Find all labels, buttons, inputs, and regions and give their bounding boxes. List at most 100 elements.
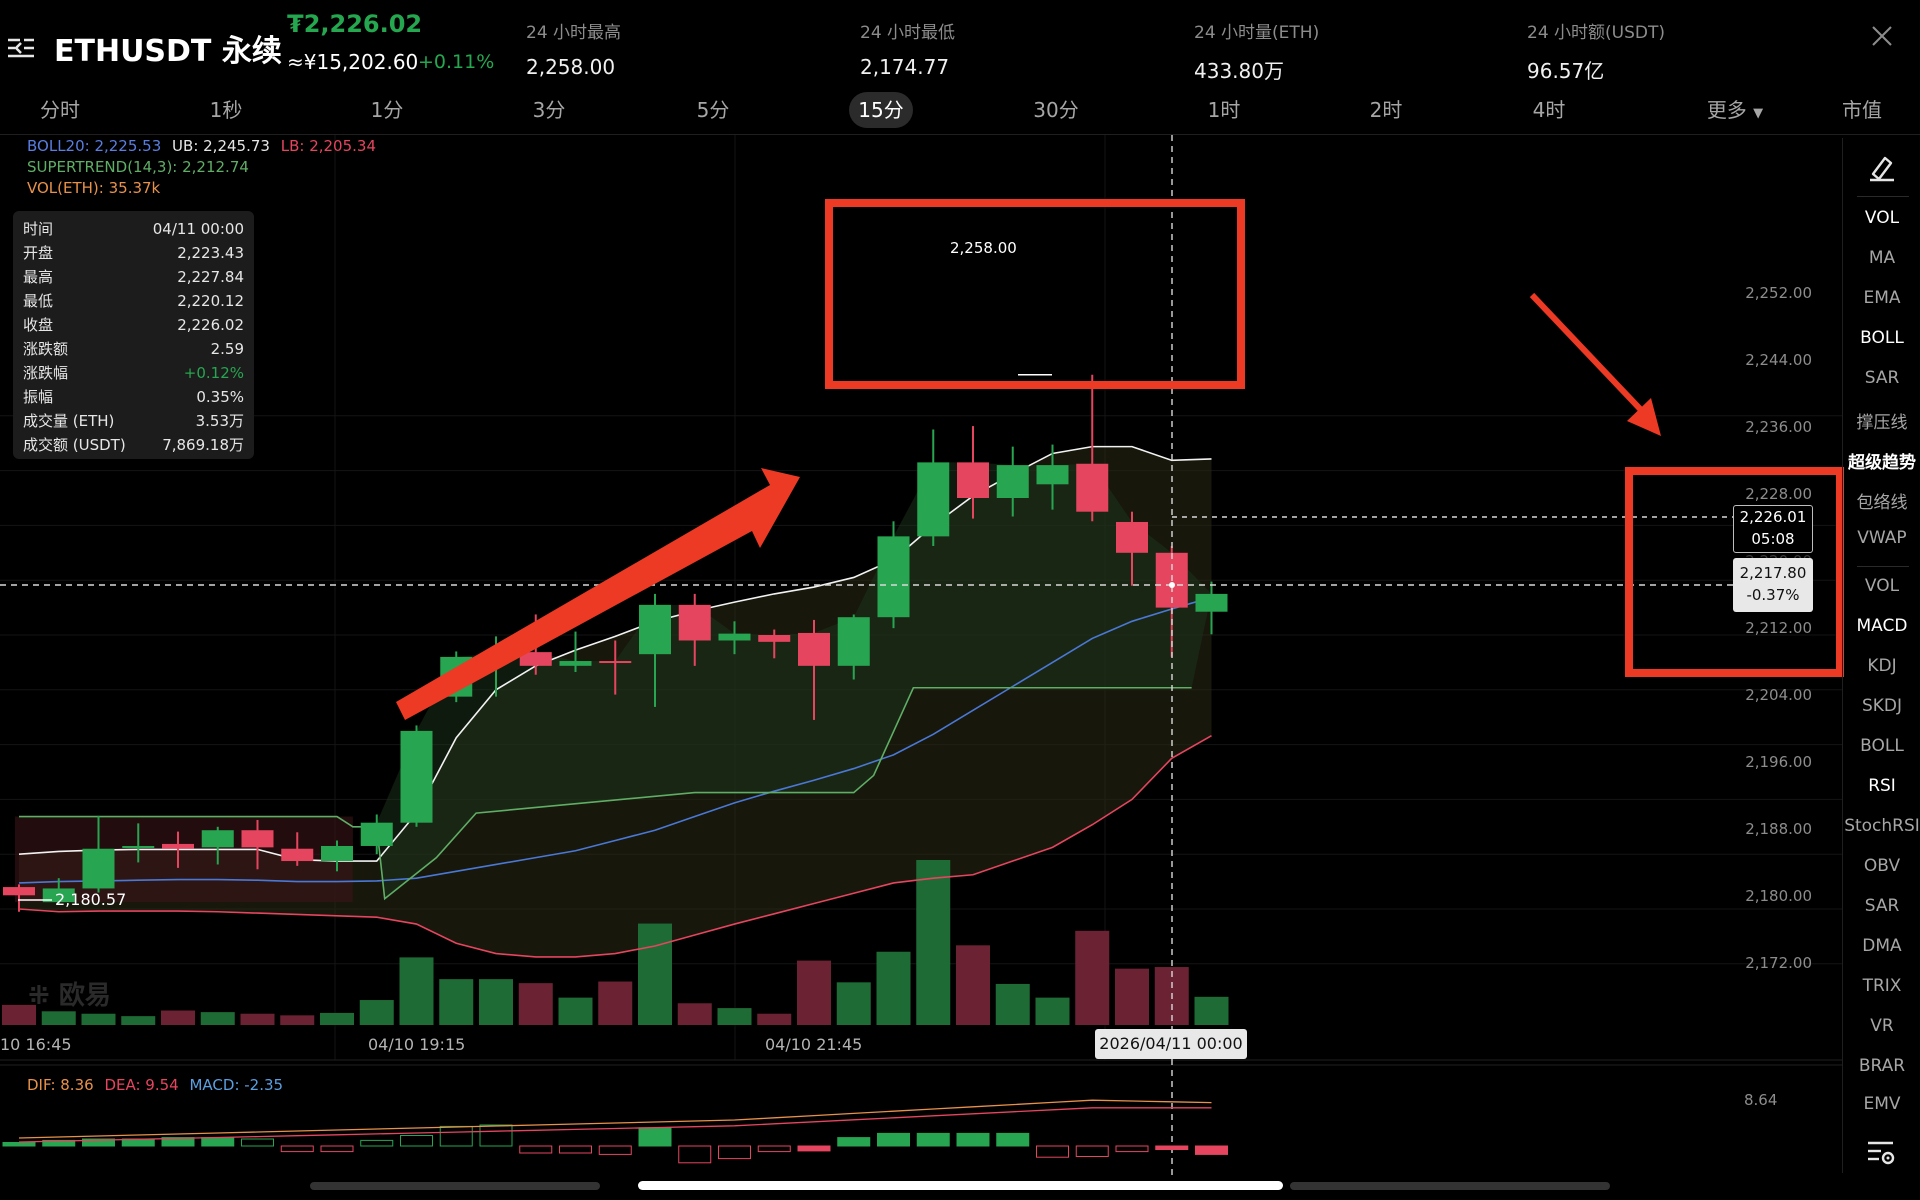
- indicator-rsi-14[interactable]: RSI: [1868, 776, 1896, 796]
- price-axis-label: 2,180.00: [1745, 887, 1812, 905]
- indicator-kdj-11[interactable]: KDJ: [1867, 656, 1897, 676]
- indicator-vol-9[interactable]: VOL: [1864, 576, 1900, 596]
- indicator-trix-19[interactable]: TRIX: [1862, 976, 1902, 996]
- info-row-amplitude: 振幅 0.35%: [23, 385, 244, 409]
- candle-body: [718, 633, 751, 641]
- tab-1s[interactable]: 1秒: [209, 98, 243, 122]
- ohlc-info-panel: 时间 04/11 00:00 开盘 2,223.43 最高 2,227.84 最低 2,…: [13, 211, 254, 459]
- indicator-brar-21[interactable]: BRAR: [1858, 1056, 1906, 1076]
- tab-3m[interactable]: 3分: [532, 98, 566, 122]
- macd-bar: [1115, 1145, 1149, 1153]
- macd-bar: [1075, 1145, 1109, 1157]
- macd-bar: [638, 1127, 672, 1147]
- info-row-change: 涨跌额 2.59: [23, 337, 244, 361]
- indicator--5[interactable]: 撑压线: [1856, 413, 1908, 433]
- indicator-ema-2[interactable]: EMA: [1863, 288, 1901, 308]
- price-axis-label: 2,252.00: [1745, 284, 1812, 302]
- volume-bar: [1194, 996, 1229, 1025]
- macd-bar: [837, 1137, 871, 1147]
- boll-legend: BOLL20: 2,225.53 UB: 2,245.73 LB: 2,205.…: [27, 137, 382, 155]
- volume-bar: [200, 1012, 235, 1025]
- tab-1m[interactable]: 1分: [370, 98, 404, 122]
- macd-bar: [360, 1139, 394, 1147]
- macd-bar: [797, 1145, 831, 1152]
- close-icon[interactable]: [1870, 24, 1894, 48]
- indicator-obv-16[interactable]: OBV: [1863, 856, 1901, 876]
- indicator-vr-20[interactable]: VR: [1870, 1016, 1894, 1036]
- stat-label: 24 小时额(USDT): [1527, 23, 1666, 43]
- header: ETHUSDT 永续 ₮2,226.02 ≈¥15,202.60 +0.11% …: [0, 0, 1920, 84]
- macd-dea: DEA: 9.54: [104, 1076, 179, 1094]
- stat-24h-volume: 24 小时量(ETH) 433.80万: [1194, 18, 1319, 84]
- tab-more[interactable]: 更多 ▼: [1690, 92, 1780, 128]
- annotation-arrow-down: [1529, 292, 1646, 415]
- info-row-close: 收盘 2,226.02: [23, 313, 244, 337]
- current-price-box: 2,226.01 05:08: [1733, 505, 1813, 553]
- macd-bar: [559, 1145, 592, 1154]
- stat-label: 24 小时最低: [860, 23, 956, 43]
- crosshair-time: 2026/04/11 00:00: [1095, 1029, 1247, 1059]
- symbol-title[interactable]: ETHUSDT 永续: [54, 34, 282, 69]
- tab-15m[interactable]: 15分: [849, 92, 913, 128]
- indicator-dma-18[interactable]: DMA: [1862, 936, 1902, 956]
- indicator-macd-10[interactable]: MACD: [1856, 616, 1908, 636]
- tab-30m[interactable]: 30分: [1033, 98, 1079, 122]
- annotation-arrow-head: [1627, 398, 1661, 436]
- volume-bar: [359, 1000, 394, 1025]
- indicator-settings-icon[interactable]: [1865, 1138, 1897, 1168]
- tab-4h[interactable]: 4时: [1532, 98, 1566, 122]
- info-row-open: 开盘 2,223.43: [23, 241, 244, 265]
- boll-mid-value: BOLL20: 2,225.53: [27, 137, 162, 155]
- info-value: 3.53万: [195, 412, 244, 430]
- tab-5m[interactable]: 5分: [696, 98, 730, 122]
- indicator-ma-1[interactable]: MA: [1868, 248, 1896, 268]
- macd-bar: [82, 1138, 115, 1147]
- candle-body: [42, 888, 75, 903]
- volume-bar: [797, 960, 831, 1025]
- tab-market-cap[interactable]: 市值: [1842, 98, 1882, 122]
- time-axis-label: 10 16:45: [0, 1035, 72, 1054]
- volume-bar: [439, 979, 474, 1025]
- low-price-marker: 2,180.57: [55, 890, 127, 909]
- volume-bar: [280, 1015, 315, 1025]
- indicator-skdj-12[interactable]: SKDJ: [1861, 696, 1903, 716]
- indicator-stochrsi-15[interactable]: StochRSI: [1844, 816, 1920, 836]
- macd-bar: [1195, 1145, 1228, 1155]
- draw-pen-icon[interactable]: [1867, 152, 1897, 182]
- volume-bar: [598, 981, 633, 1025]
- macd-bar: [598, 1145, 632, 1155]
- candle-body: [281, 848, 314, 862]
- volume-bar: [1075, 930, 1110, 1025]
- chart-scrollbar[interactable]: [638, 1181, 1283, 1190]
- indicator-vol-0[interactable]: VOL: [1864, 208, 1900, 228]
- indicator-vwap-8[interactable]: VWAP: [1857, 528, 1907, 548]
- indicator--6[interactable]: 超级趋势: [1848, 453, 1916, 473]
- indicator-boll-13[interactable]: BOLL: [1860, 736, 1904, 756]
- indicator-emv-22[interactable]: EMV: [1863, 1094, 1901, 1114]
- info-row-turnover: 成交额 (USDT) 7,869.18万: [23, 433, 244, 457]
- indicator-sar-17[interactable]: SAR: [1864, 896, 1900, 916]
- menu-list-icon[interactable]: [6, 36, 36, 62]
- candle-body: [241, 830, 274, 848]
- caret-down-icon: ▼: [1753, 106, 1764, 121]
- price-chart[interactable]: [0, 135, 1842, 1175]
- candle-body: [1036, 465, 1069, 485]
- scroll-track: [1290, 1182, 1610, 1190]
- tab-1h[interactable]: 1时: [1207, 98, 1241, 122]
- tab-2h[interactable]: 2时: [1369, 98, 1403, 122]
- stat-label: 24 小时量(ETH): [1194, 23, 1320, 43]
- macd-value: MACD: -2.35: [189, 1076, 284, 1094]
- tab-more-label: 更多: [1706, 98, 1747, 122]
- indicator-boll-3[interactable]: BOLL: [1860, 328, 1904, 348]
- indicator--7[interactable]: 包络线: [1856, 493, 1908, 513]
- volume-bar: [1115, 968, 1149, 1025]
- tab-timeline[interactable]: 分时: [40, 98, 80, 122]
- price-axis-label: 2,236.00: [1745, 418, 1812, 436]
- boll-ub-value: UB: 2,245.73: [172, 137, 270, 155]
- crosshair-price: 2,217.80: [1739, 564, 1807, 582]
- scroll-track: [310, 1182, 600, 1190]
- candle-body: [162, 843, 194, 849]
- indicator-sar-4[interactable]: SAR: [1864, 368, 1900, 388]
- interval-tabs: 分时 1秒 1分 3分 5分 15分 30分 1时 2时 4时 更多 ▼ 市值: [0, 88, 1920, 130]
- price-axis-label: 2,172.00: [1745, 954, 1812, 972]
